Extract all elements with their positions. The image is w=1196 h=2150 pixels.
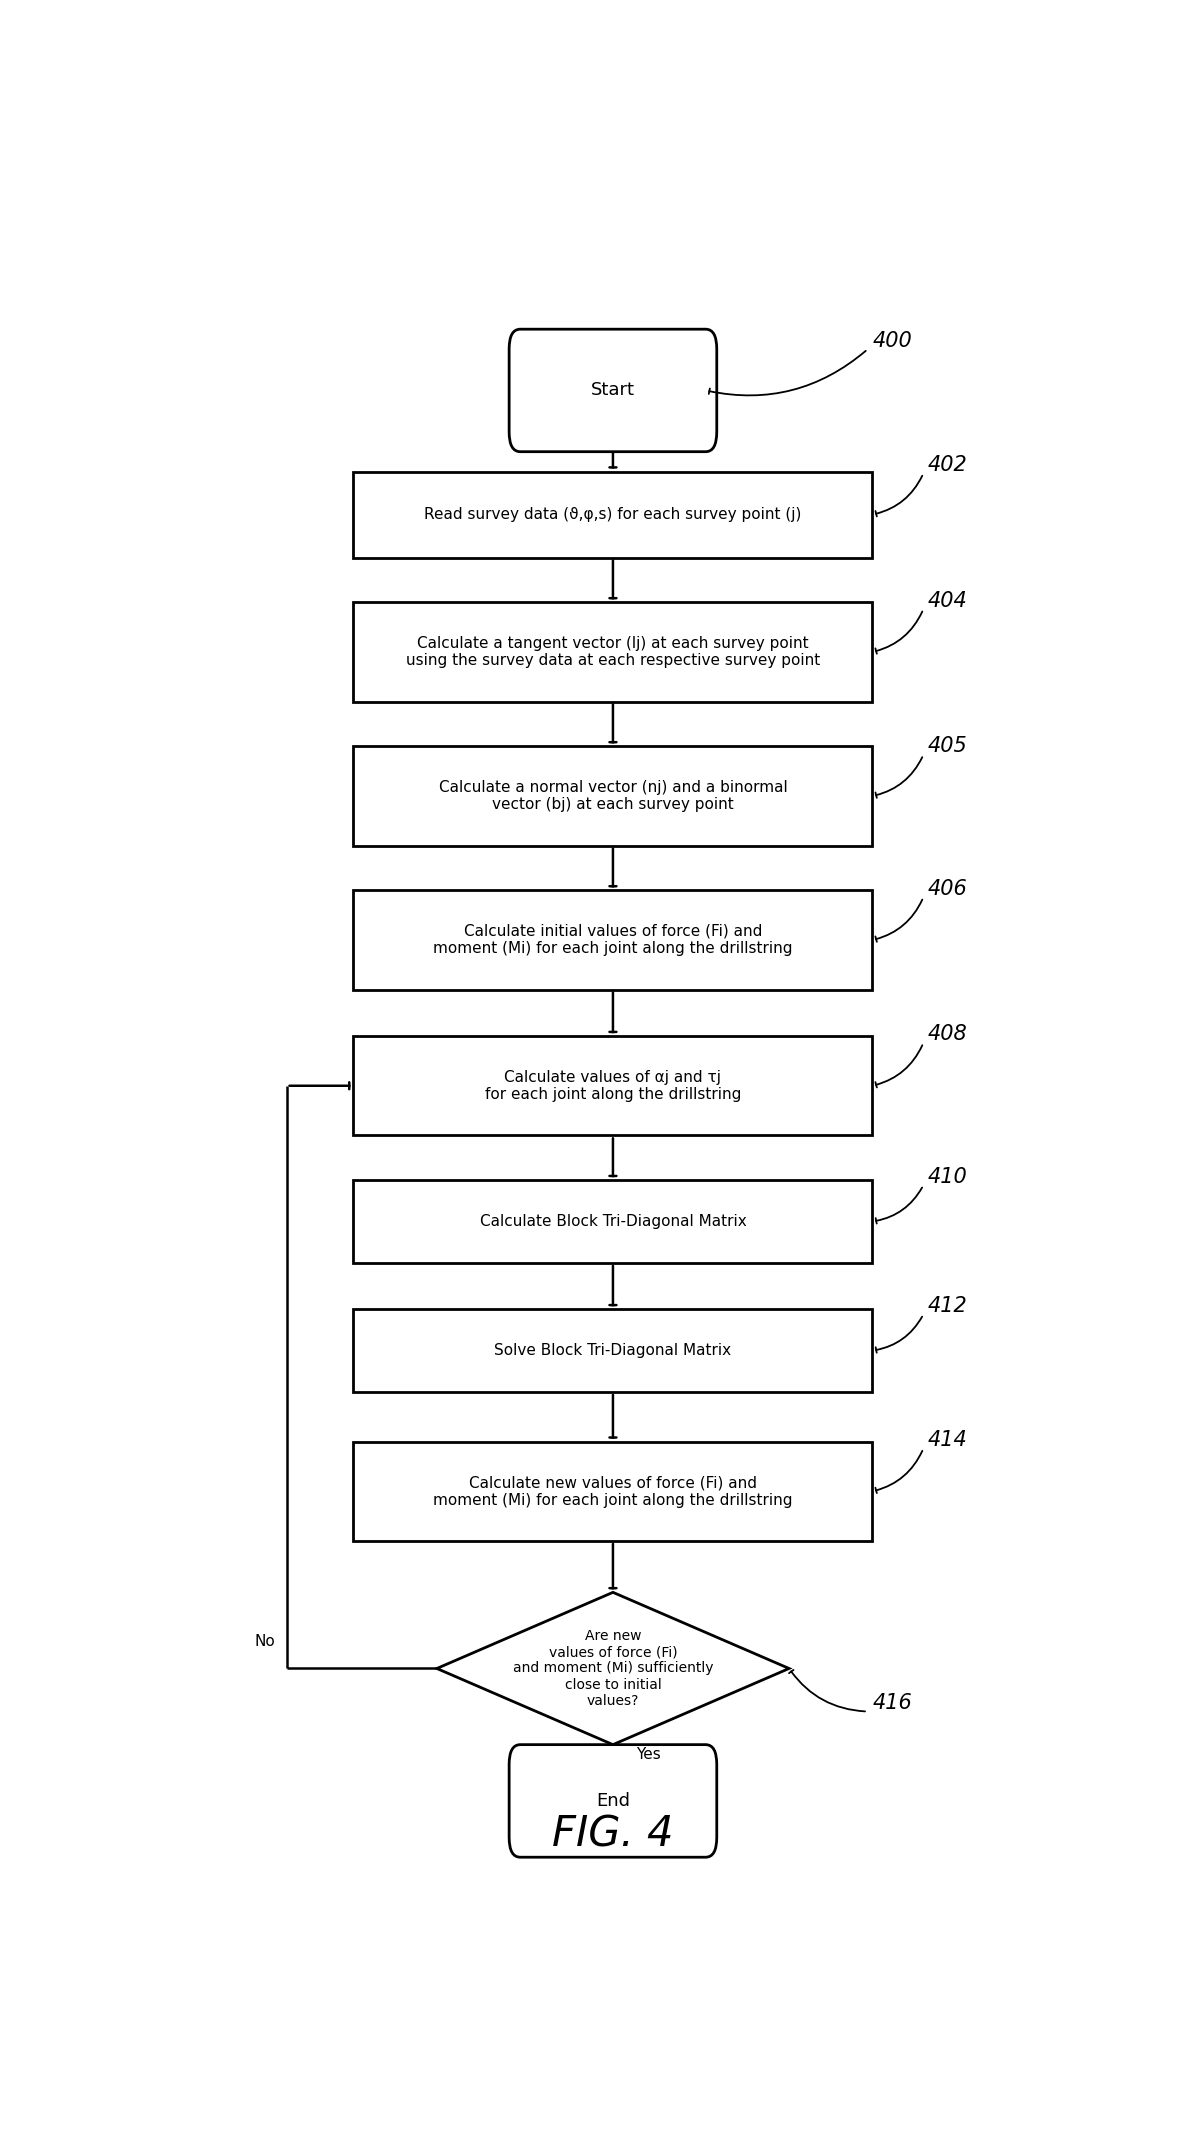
Text: Start: Start	[591, 381, 635, 400]
FancyBboxPatch shape	[354, 1180, 873, 1262]
Text: Calculate a normal vector (nj) and a binormal
vector (bj) at each survey point: Calculate a normal vector (nj) and a bin…	[439, 780, 787, 813]
Text: Yes: Yes	[636, 1748, 661, 1763]
FancyBboxPatch shape	[509, 1744, 716, 1858]
FancyBboxPatch shape	[354, 1036, 873, 1135]
Text: 400: 400	[873, 331, 913, 350]
Text: 404: 404	[928, 591, 968, 611]
Text: Calculate values of αj and τj
for each joint along the drillstring: Calculate values of αj and τj for each j…	[484, 1069, 742, 1103]
FancyBboxPatch shape	[354, 746, 873, 845]
Text: Read survey data (ϑ,φ,s) for each survey point (j): Read survey data (ϑ,φ,s) for each survey…	[425, 507, 801, 522]
Text: Calculate initial values of force (Fi) and
moment (Mi) for each joint along the : Calculate initial values of force (Fi) a…	[433, 924, 793, 957]
FancyBboxPatch shape	[354, 1309, 873, 1391]
FancyBboxPatch shape	[354, 890, 873, 989]
FancyBboxPatch shape	[354, 602, 873, 701]
Polygon shape	[437, 1593, 789, 1744]
Text: 416: 416	[873, 1694, 913, 1714]
Text: 405: 405	[928, 735, 968, 757]
Text: Are new
values of force (Fi)
and moment (Mi) sufficiently
close to initial
value: Are new values of force (Fi) and moment …	[513, 1630, 713, 1707]
Text: Solve Block Tri-Diagonal Matrix: Solve Block Tri-Diagonal Matrix	[494, 1344, 732, 1359]
FancyBboxPatch shape	[509, 329, 716, 452]
Text: 414: 414	[928, 1430, 968, 1449]
Text: 406: 406	[928, 879, 968, 899]
Text: 402: 402	[928, 456, 968, 475]
Text: Calculate a tangent vector (lj) at each survey point
using the survey data at ea: Calculate a tangent vector (lj) at each …	[405, 636, 820, 669]
Text: 408: 408	[928, 1023, 968, 1045]
Text: 410: 410	[928, 1167, 968, 1187]
Text: No: No	[255, 1634, 275, 1649]
FancyBboxPatch shape	[354, 1443, 873, 1542]
Text: Calculate Block Tri-Diagonal Matrix: Calculate Block Tri-Diagonal Matrix	[480, 1215, 746, 1230]
Text: End: End	[596, 1791, 630, 1810]
Text: 412: 412	[928, 1296, 968, 1316]
Text: FIG. 4: FIG. 4	[553, 1812, 673, 1855]
Text: Calculate new values of force (Fi) and
moment (Mi) for each joint along the dril: Calculate new values of force (Fi) and m…	[433, 1475, 793, 1507]
FancyBboxPatch shape	[354, 471, 873, 557]
